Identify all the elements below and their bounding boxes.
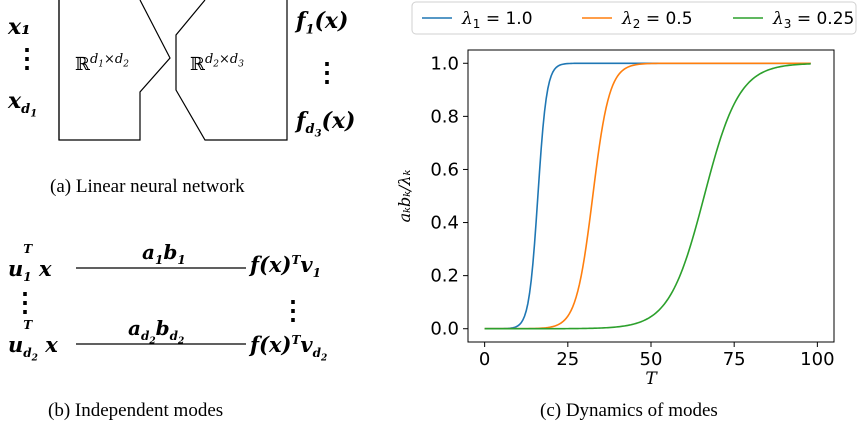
weight-matrix-1-label: ℝd1×d2 bbox=[75, 52, 129, 75]
mode-1-right: f(x)Tv1 bbox=[250, 252, 321, 281]
y-tick-label: 0.0 bbox=[430, 319, 459, 340]
legend-entry-2: λ2 = 0.5 bbox=[621, 9, 693, 31]
weight-matrix-2-shape bbox=[175, 0, 288, 141]
input-dots: ⋮ bbox=[14, 44, 40, 74]
series-line-1 bbox=[484, 62, 811, 330]
x-axis-label: T bbox=[645, 369, 658, 389]
x-tick-label: 100 bbox=[800, 349, 834, 370]
modes-right-dots: ⋮ bbox=[280, 296, 306, 326]
x-tick-label: 0 bbox=[479, 349, 490, 370]
caption-b: (b) Independent modes bbox=[48, 400, 224, 421]
y-axis-label: aₖbₖ/λₖ bbox=[395, 169, 414, 222]
plot-frame bbox=[467, 49, 835, 343]
y-tick-label: 0.2 bbox=[430, 266, 459, 287]
mode-d2-right: f(x)Tvd2 bbox=[250, 332, 328, 364]
output-f1: f1(x) bbox=[296, 8, 349, 38]
x-tick-label: 50 bbox=[640, 349, 663, 370]
y-tick-label: 1.0 bbox=[430, 53, 459, 74]
y-tick-label: 0.6 bbox=[430, 159, 459, 180]
input-x1: x₁ bbox=[8, 14, 31, 40]
weight-matrix-2-label: ℝd2×d3 bbox=[190, 52, 244, 75]
caption-c: (c) Dynamics of modes bbox=[540, 400, 718, 421]
series-line-3 bbox=[484, 63, 811, 330]
x-tick-label: 25 bbox=[556, 349, 579, 370]
x-tick-label: 75 bbox=[723, 349, 746, 370]
mode-d2-edge-label: ad2bd2 bbox=[128, 316, 185, 347]
mode-1-edge-label: a1b1 bbox=[142, 240, 186, 267]
caption-a: (a) Linear neural network bbox=[50, 176, 245, 197]
legend-box bbox=[411, 1, 857, 35]
series-line-2 bbox=[484, 62, 811, 330]
input-xd1: xd1 bbox=[8, 88, 38, 120]
output-fd3: fd3(x) bbox=[296, 108, 356, 140]
modes-diagram bbox=[76, 267, 246, 345]
network-diagram bbox=[58, 0, 288, 141]
modes-left-dots: ⋮ bbox=[12, 288, 38, 318]
legend-entry-3: λ3 = 0.25 bbox=[772, 9, 854, 31]
legend-entry-1: λ1 = 1.0 bbox=[461, 9, 533, 31]
output-dots: ⋮ bbox=[314, 58, 340, 88]
y-tick-label: 0.8 bbox=[430, 106, 459, 127]
y-tick-label: 0.4 bbox=[430, 213, 459, 234]
